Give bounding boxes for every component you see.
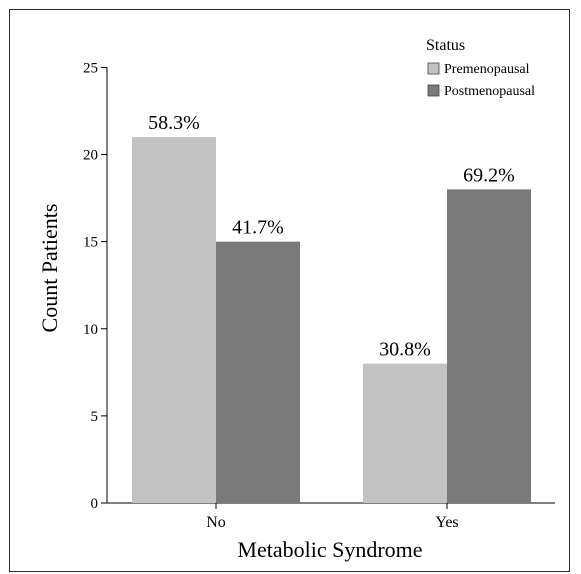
bar-data-label: 58.3% <box>148 112 200 134</box>
bar-postmenopausal-no <box>216 241 300 503</box>
y-tick-label: 20 <box>83 148 98 164</box>
legend-swatch-premenopausal <box>427 62 440 75</box>
y-tick-label: 25 <box>83 60 98 76</box>
y-tick-label: 5 <box>91 409 99 425</box>
bar-data-label: 30.8% <box>379 339 431 361</box>
y-tick-label: 15 <box>83 235 98 251</box>
bars <box>132 137 531 503</box>
legend-title: Status <box>426 37 465 54</box>
bar-data-label: 41.7% <box>232 217 284 239</box>
bar-postmenopausal-yes <box>447 189 531 503</box>
x-tick-label: No <box>206 514 226 531</box>
legend-label-premenopausal: Premenopausal <box>444 62 530 77</box>
x-axis-label: Metabolic Syndrome <box>237 537 422 562</box>
legend-label-postmenopausal: Postmenopausal <box>444 84 535 99</box>
bar-premenopausal-no <box>132 137 216 503</box>
legend: Status Premenopausal Postmenopausal <box>426 37 535 99</box>
x-tick-label: Yes <box>435 514 458 531</box>
legend-swatch-postmenopausal <box>427 84 440 97</box>
bar-premenopausal-yes <box>363 363 447 503</box>
y-tick-label: 0 <box>91 496 99 512</box>
bar-labels: 58.3% 41.7% 30.8% 69.2% <box>148 112 515 361</box>
y-tick-label: 10 <box>83 322 98 338</box>
y-axis-label: Count Patients <box>37 204 62 333</box>
bar-data-label: 69.2% <box>463 164 515 186</box>
